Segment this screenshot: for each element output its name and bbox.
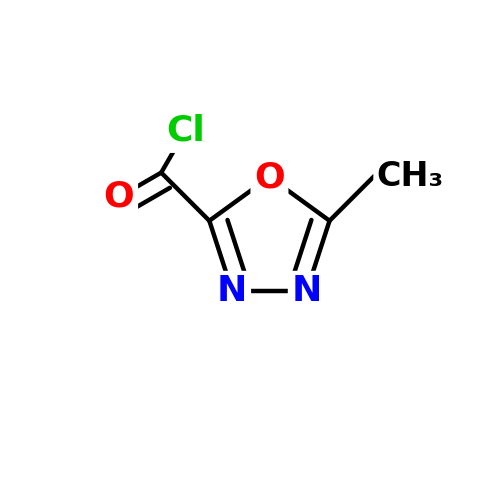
Text: O: O [104,180,134,214]
Text: O: O [254,160,285,194]
Text: N: N [217,274,248,308]
Text: CH₃: CH₃ [376,160,444,192]
Text: N: N [292,274,322,308]
Text: Cl: Cl [166,114,205,148]
